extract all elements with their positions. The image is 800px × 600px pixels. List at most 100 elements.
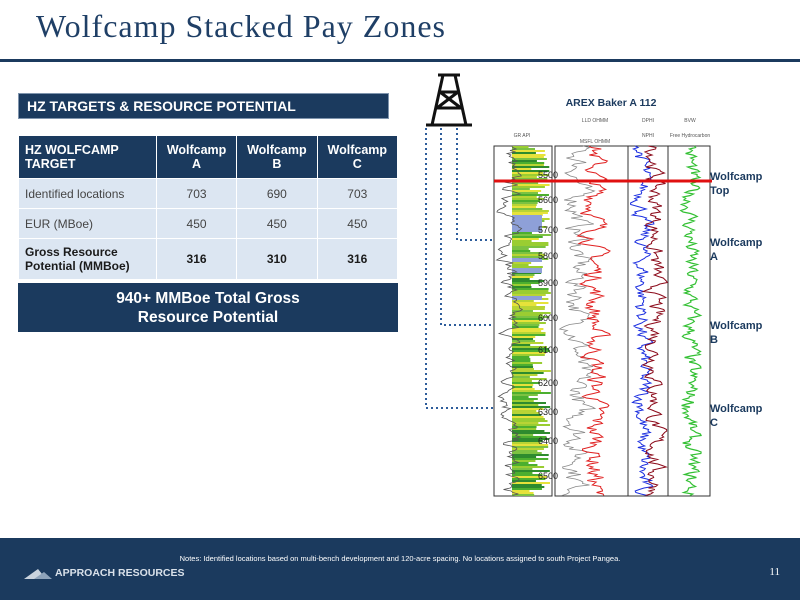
gr-shading: [512, 488, 542, 490]
gr-shading: [512, 376, 530, 378]
gr-shading: [512, 480, 536, 482]
well-log: AREX Baker A 112 GR API LLD OHMM MSFL OHMM…: [425, 73, 712, 497]
gr-shading: [512, 240, 532, 242]
gr-shading: [512, 330, 542, 332]
gr-shading: [512, 316, 550, 318]
total-text: 940+ MMBoe Total Gross Resource Potentia…: [116, 289, 300, 326]
gr-shading: [512, 252, 543, 254]
gr-shading: [512, 468, 533, 470]
gr-shading: [512, 404, 539, 406]
cell-value: 703: [316, 178, 399, 209]
gr-shading: [512, 420, 548, 422]
gr-shading: [512, 274, 535, 276]
gr-shading: [512, 262, 532, 264]
gr-shading: [512, 410, 537, 412]
gr-shading: [512, 348, 549, 350]
table-row: EUR (MBoe) 450 450 450: [18, 208, 399, 239]
gr-shading: [512, 378, 547, 380]
gr-shading: [512, 312, 551, 314]
zone-label: Wolfcamp Top: [710, 171, 763, 197]
column-header: Wolfcamp C: [316, 135, 399, 179]
gr-shading: [512, 162, 545, 164]
gr-shading: [512, 382, 540, 384]
gr-shading: [512, 304, 537, 306]
gr-shading: [512, 276, 534, 278]
track-header: DPHI: [642, 118, 654, 124]
cell-value: 450: [236, 208, 318, 239]
gr-shading: [512, 150, 545, 152]
footer: Notes: Identified locations based on mul…: [0, 538, 800, 600]
gr-shading: [512, 456, 537, 458]
gr-shading: [512, 256, 544, 258]
gr-shading: [512, 408, 544, 410]
gr-shading: [512, 362, 543, 364]
gr-shading: [512, 402, 546, 404]
gr-shading: [512, 242, 549, 244]
gr-shading: [512, 286, 532, 288]
gr-shading: [512, 432, 550, 434]
zone-label: Wolfcamp B: [710, 320, 763, 346]
gr-shading: [512, 492, 534, 494]
gr-shading: [512, 442, 541, 444]
gr-shading: [512, 174, 550, 176]
gr-shading: [512, 394, 538, 396]
gr-shading: [512, 172, 543, 174]
nphi-curve: [641, 145, 669, 496]
column-header: Wolfcamp A: [155, 135, 238, 179]
msfl-curve: [558, 145, 597, 496]
gr-shading: [512, 154, 546, 156]
gr-shading: [512, 152, 536, 154]
track-header: GR API: [514, 133, 531, 139]
gr-shading: [512, 346, 548, 348]
gr-shading: [512, 294, 546, 296]
gr-shading: [512, 194, 549, 196]
derrick-brace: [436, 90, 459, 110]
gr-shading: [512, 374, 538, 376]
gr-shading: [512, 360, 531, 362]
log-title: AREX Baker A 112: [566, 97, 657, 109]
gr-shading: [512, 490, 530, 492]
gr-shading: [512, 428, 537, 430]
gr-shading: [512, 368, 534, 370]
gr-shading: [512, 334, 546, 336]
cell-value: 310: [236, 238, 318, 280]
depth-label: 6100: [538, 345, 558, 355]
gr-shading: [512, 472, 533, 474]
gr-shading: [512, 168, 532, 170]
track-header: Free Hydrocarbon: [670, 133, 711, 139]
gr-shading: [512, 306, 546, 308]
gr-shading: [512, 494, 535, 496]
gr-shading: [512, 414, 542, 416]
gr-shading: [512, 302, 549, 304]
gr-shading: [512, 160, 537, 162]
cell-value: 450: [316, 208, 399, 239]
gr-shading: [512, 232, 532, 234]
targets-table: HZ WOLFCAMP TARGET Wolfcamp A Wolfcamp B Wo…: [18, 135, 399, 280]
gr-shading: [512, 196, 537, 198]
gr-shading: [512, 340, 536, 342]
gr-shading: [512, 466, 545, 468]
gr-shading: [512, 418, 545, 420]
gr-shading: [512, 474, 543, 476]
track-header: BVW: [684, 118, 696, 124]
gr-shading: [512, 166, 550, 168]
connector: [425, 128, 494, 409]
depth-label: 6200: [538, 378, 558, 388]
gr-shading: [512, 310, 533, 312]
gr-shading: [512, 248, 529, 250]
dphi-curve: [629, 145, 655, 496]
gr-shading: [512, 292, 551, 294]
gr-shading: [512, 436, 547, 438]
table-title: HZ TARGETS & RESOURCE POTENTIAL: [18, 93, 389, 119]
table-row: Gross Resource Potential (MMBoe) 316 310 31…: [18, 238, 399, 280]
gr-shading: [512, 458, 549, 460]
gr-shading: [512, 254, 546, 256]
gr-shading: [512, 326, 539, 328]
gr-shading: [512, 356, 530, 358]
gr-shading: [512, 324, 540, 326]
gr-shading: [512, 146, 529, 148]
gr-shading: [512, 246, 546, 248]
gr-shading: [512, 426, 537, 428]
gr-shading: [512, 320, 540, 322]
gr-shading: [512, 388, 535, 390]
